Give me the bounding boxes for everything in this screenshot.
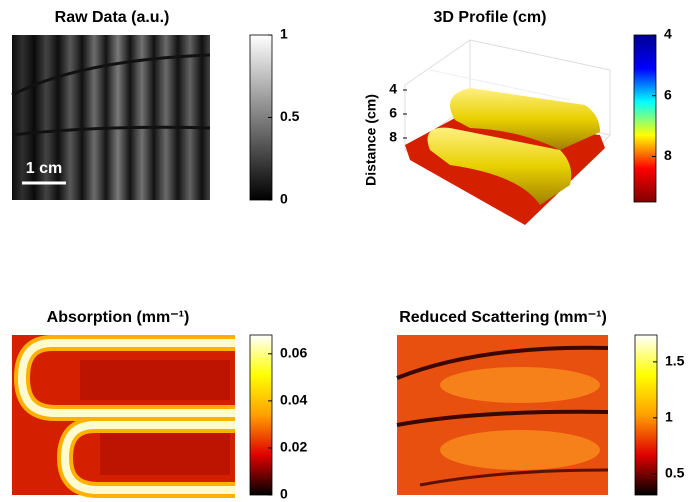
z-tick-label: 8 xyxy=(389,129,397,145)
z-axis-label: Distance (cm) xyxy=(363,94,379,186)
scattering-image xyxy=(396,335,609,495)
colorbar-tick-label: 0 xyxy=(280,191,288,207)
colorbar-tick-label: 1 xyxy=(665,409,673,425)
panel-title: 3D Profile (cm) xyxy=(434,9,547,26)
surface-plot xyxy=(404,39,611,225)
colorbar-tick-label: 6 xyxy=(664,86,672,102)
colorbar-tick-label: 8 xyxy=(664,147,672,163)
panel-title: Raw Data (a.u.) xyxy=(55,9,170,26)
panel-title: Reduced Scattering (mm⁻¹) xyxy=(399,309,607,326)
colorbar-tick-label: 1 xyxy=(280,26,288,42)
colorbar-tick-label: 0.02 xyxy=(280,439,307,455)
colorbar-tick-label: 0 xyxy=(280,486,288,502)
colorbar-tick-label: 0.06 xyxy=(280,345,307,361)
colorbar-tick-label: 4 xyxy=(664,26,672,42)
colorbar xyxy=(249,334,273,496)
colorbar-tick-label: 0.5 xyxy=(280,108,300,124)
colorbar xyxy=(633,34,657,203)
z-tick-label: 6 xyxy=(389,105,397,121)
absorption-image xyxy=(12,335,235,498)
colorbar-tick-label: 0.5 xyxy=(665,464,685,480)
colorbar xyxy=(634,334,658,496)
colorbar-tick-label: 0.04 xyxy=(280,392,307,408)
z-tick-label: 4 xyxy=(389,81,397,97)
raw-image xyxy=(11,35,211,200)
colorbar-tick-label: 1.5 xyxy=(665,353,685,369)
panel-title: Absorption (mm⁻¹) xyxy=(47,309,190,326)
scale-bar-label: 1 cm xyxy=(26,160,62,177)
